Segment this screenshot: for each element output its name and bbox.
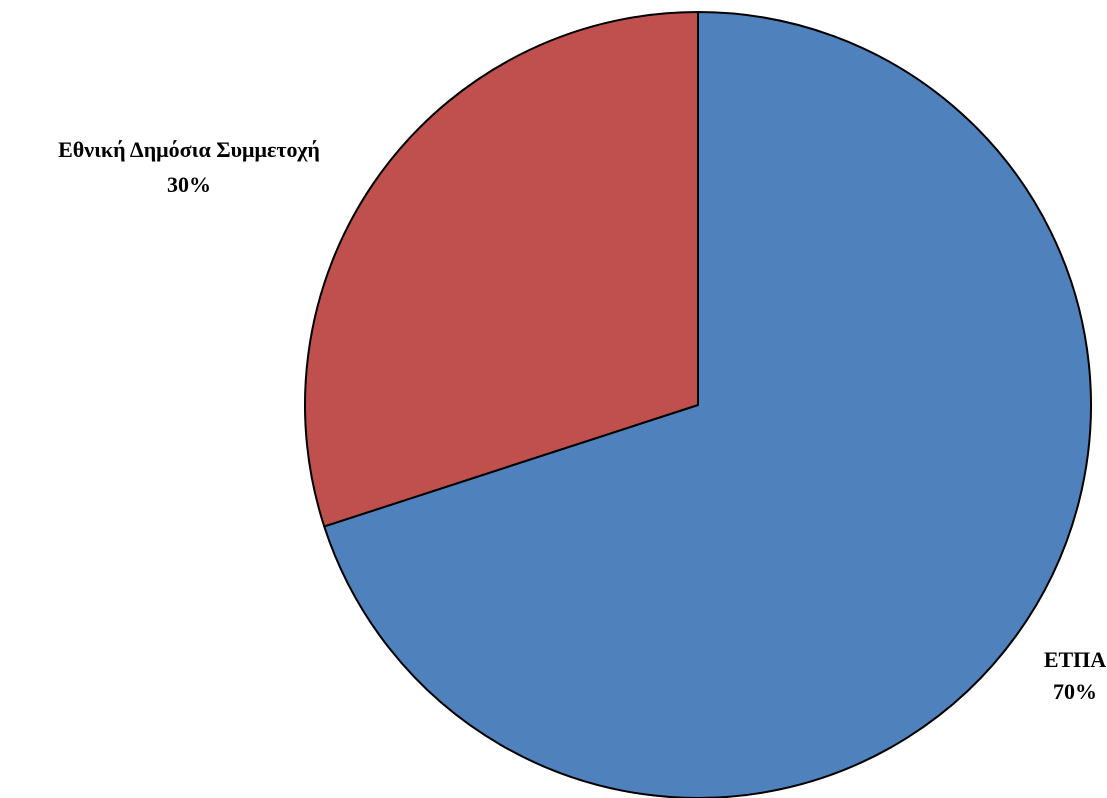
pie-slice-national-public bbox=[304, 11, 699, 528]
pie-slice-etpa bbox=[323, 11, 1092, 798]
pie-slices bbox=[304, 11, 1092, 798]
slice-percent-national-public: 30% bbox=[167, 172, 211, 197]
slice-percent-etpa: 70% bbox=[1053, 679, 1097, 704]
slice-label-national-public: Εθνική Δημόσια Συμμετοχή bbox=[58, 137, 320, 162]
slice-label-etpa: ΕΤΠΑ bbox=[1044, 647, 1106, 672]
